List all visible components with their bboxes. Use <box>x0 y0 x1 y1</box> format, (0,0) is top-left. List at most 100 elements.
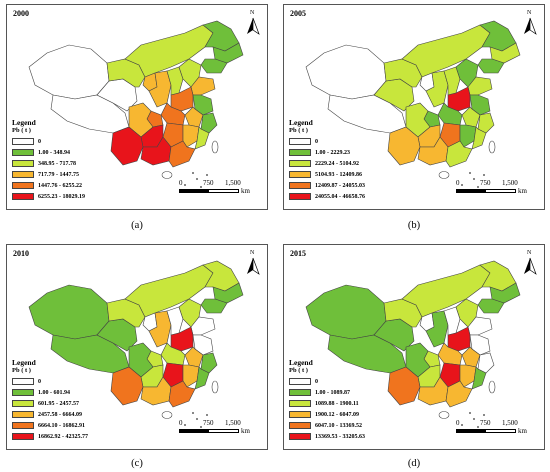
scale-tick-label: 750 <box>203 179 214 187</box>
island-dot <box>200 186 202 188</box>
north-label: N <box>250 250 255 256</box>
legend-item: 6255.23 - 18029.19 <box>12 191 85 202</box>
legend-item: 6047.10 - 13369.52 <box>289 420 365 431</box>
legend-item: 5104.93 - 12409.86 <box>289 169 365 180</box>
province-guangdong <box>168 380 196 408</box>
scale-unit: km <box>241 427 250 435</box>
island-dot <box>461 424 463 426</box>
province-fujian <box>194 126 210 150</box>
province-zhejiang <box>477 112 495 134</box>
legend-item: 1.00 - 1089.87 <box>289 387 365 398</box>
scale-tick-label: 1,500 <box>225 419 241 427</box>
province-taiwan <box>211 380 219 394</box>
scale-bar-graphic <box>179 429 239 433</box>
legend-label: 6255.23 - 18029.19 <box>38 193 85 200</box>
scale-tick-label: 1,500 <box>502 419 518 427</box>
island-dot <box>192 172 194 174</box>
legend-item: 0 <box>289 136 365 147</box>
scale-bar-graphic <box>456 429 516 433</box>
legend-item: 6664.10 - 16862.91 <box>12 420 88 431</box>
map-panel-2015: 2015 N Legend Pb ( t ) 0 1.00 - 1089.87 1089.8… <box>283 244 545 450</box>
legend-title: Legend <box>12 358 36 367</box>
legend-item: 1.00 - 348.94 <box>12 147 85 158</box>
map-legend: Legend Pb ( t ) 0 1.00 - 2229.23 2229.24 - 5… <box>289 118 365 202</box>
province-hainan <box>161 411 173 419</box>
legend-label: 2229.24 - 5104.92 <box>315 160 359 167</box>
scale-tick-label: 750 <box>480 419 491 427</box>
island-dot <box>477 426 479 428</box>
legend-item: 1089.88 - 1900.11 <box>289 398 365 409</box>
legend-label: 5104.93 - 12409.86 <box>315 171 362 178</box>
legend-swatch <box>12 389 34 396</box>
island-dot <box>200 426 202 428</box>
legend-swatch <box>12 378 34 385</box>
legend-label: 24055.04 - 46658.76 <box>315 193 365 200</box>
china-province-map <box>28 260 244 432</box>
scale-tick-label: 0 <box>179 179 183 187</box>
province-guangdong <box>168 140 196 168</box>
legend-item: 601.95 - 2457.57 <box>12 398 88 409</box>
province-zhejiang <box>200 352 218 374</box>
legend-swatch <box>12 411 34 418</box>
north-arrow-icon: N <box>245 250 261 275</box>
panel-caption: (a) <box>131 220 143 231</box>
province-hubei <box>160 102 186 126</box>
legend-label: 16862.92 - 42325.77 <box>38 433 88 440</box>
legend-item: 12409.87 - 24055.03 <box>289 180 365 191</box>
scale-tick-label: 1,500 <box>225 179 241 187</box>
legend-label: 1089.88 - 1900.11 <box>315 400 359 407</box>
scale-tick-label: 0 <box>456 419 460 427</box>
scale-bar: 0 750 1,500 km <box>179 179 261 201</box>
island-dot <box>469 412 471 414</box>
island-dot <box>196 418 198 420</box>
scale-unit: km <box>518 187 527 195</box>
panel-year: 2015 <box>290 249 306 258</box>
map-panel-2000: 2000 N Legend Pb ( t ) 0 1.00 - 348.94 348.95 … <box>6 4 268 210</box>
legend-label: 0 <box>38 378 41 385</box>
scale-unit: km <box>518 427 527 435</box>
province-zhejiang <box>200 112 218 134</box>
island-dot <box>184 184 186 186</box>
legend-label: 1.00 - 2229.23 <box>315 149 350 156</box>
island-dot <box>473 418 475 420</box>
legend-subtitle: Pb ( t ) <box>289 367 308 374</box>
legend-subtitle: Pb ( t ) <box>12 127 31 134</box>
province-yunnan <box>110 126 144 166</box>
legend-item: 717.79 - 1447.75 <box>12 169 85 180</box>
legend-title: Legend <box>289 358 313 367</box>
legend-label: 0 <box>315 378 318 385</box>
legend-swatch <box>12 193 34 200</box>
island-dot <box>184 424 186 426</box>
legend-item: 0 <box>12 136 85 147</box>
province-xinjiang <box>28 44 110 100</box>
legend-swatch <box>12 160 34 167</box>
island-dot <box>461 184 463 186</box>
china-province-map <box>305 260 521 432</box>
province-guangdong <box>445 140 473 168</box>
island-dot <box>469 172 471 174</box>
north-arrow-icon: N <box>245 10 261 35</box>
island-dot <box>206 414 208 416</box>
legend-swatch <box>289 400 311 407</box>
legend-label: 1.00 - 601.94 <box>38 389 70 396</box>
legend-label: 6664.10 - 16862.91 <box>38 422 85 429</box>
scale-tick-label: 1,500 <box>502 179 518 187</box>
island-dot <box>483 414 485 416</box>
legend-item: 2229.24 - 5104.92 <box>289 158 365 169</box>
legend-item: 1.00 - 2229.23 <box>289 147 365 158</box>
panel-year: 2000 <box>13 9 29 18</box>
panel-caption: (b) <box>407 220 421 231</box>
china-province-map <box>28 20 244 192</box>
legend-swatch <box>289 389 311 396</box>
legend-item: 2457.58 - 6664.09 <box>12 409 88 420</box>
panel-year: 2005 <box>290 9 306 18</box>
legend-item: 348.95 - 717.78 <box>12 158 85 169</box>
north-arrow-icon: N <box>522 10 538 35</box>
legend-label: 1900.12 - 6047.09 <box>315 411 359 418</box>
legend-title: Legend <box>289 118 313 127</box>
scale-tick-label: 750 <box>203 419 214 427</box>
province-guangdong <box>445 380 473 408</box>
legend-swatch <box>289 160 311 167</box>
legend-swatch <box>12 433 34 440</box>
legend-label: 13369.53 - 33205.63 <box>315 433 365 440</box>
